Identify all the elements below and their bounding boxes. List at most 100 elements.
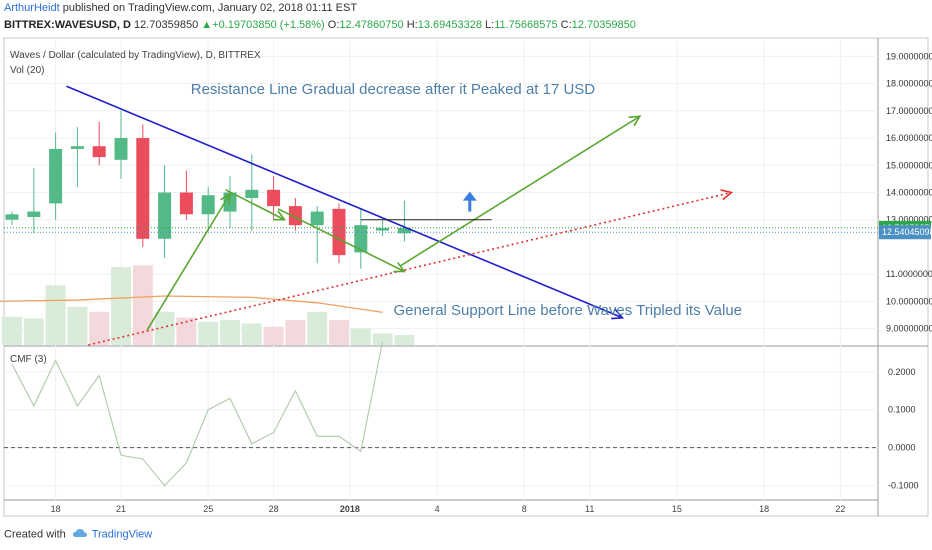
x-tick-label: 18 [759, 504, 769, 514]
symbol-label: BITTREX:WAVESUSD, D [4, 19, 131, 31]
x-tick-label: 4 [435, 504, 440, 514]
y-tick-label: 15.00000000 [886, 160, 932, 170]
volume-indicator-label: Vol (20) [10, 65, 44, 76]
candle-body [288, 206, 302, 226]
tradingview-chart[interactable]: 18 21 25 28 2018 4 8 11 15 18 22 19.00000000 18.0000… [0, 0, 932, 520]
candles [4, 110, 878, 269]
trend-line [399, 115, 641, 267]
candle-body [201, 195, 215, 215]
y-tick-label: 18.00000000 [886, 79, 932, 89]
cmf-line [11, 341, 384, 487]
tradingview-cloud-icon [72, 528, 87, 541]
y-tick-label: 11.00000000 [886, 269, 932, 279]
open-label: O: [327, 19, 340, 31]
candle-body [27, 211, 41, 218]
volume-bar [220, 320, 240, 345]
moving-average [0, 295, 383, 313]
candle-body [114, 138, 128, 160]
candle-body [92, 146, 106, 158]
volume-bar [89, 311, 110, 345]
volume-bar [154, 311, 175, 345]
trend-arrowhead [720, 189, 734, 201]
x-tick-label: 11 [585, 504, 594, 514]
cmf-indicator-label: CMF (3) [10, 354, 47, 365]
trend-line [146, 193, 231, 331]
candle-body [332, 208, 346, 256]
y-tick-label: 16.00000000 [886, 133, 932, 143]
price-badge-label: 12.54045098 [882, 227, 932, 237]
candle-body [245, 189, 259, 198]
y-tick-label: 14.00000000 [886, 188, 932, 198]
close-label: C: [560, 19, 572, 31]
trend-line [66, 85, 623, 319]
volume-bar [394, 335, 415, 345]
volume-bar [307, 311, 328, 345]
price-change: +0.19703850 (+1.58%) [212, 19, 325, 31]
low-value: 11.75668575 [494, 19, 558, 31]
volume-bar [329, 320, 349, 345]
candle-body [397, 227, 411, 234]
footer: Created with TradingView [4, 528, 152, 541]
volume-bar [198, 321, 219, 345]
x-tick-label: 22 [835, 504, 845, 514]
candle-body [5, 214, 19, 220]
volume-bar [372, 333, 393, 345]
support-annotation[interactable]: General Support Line before Waves Triple… [394, 302, 743, 319]
cmf-tick-label: 0.1000 [888, 405, 916, 415]
volume-bar [67, 306, 88, 345]
trend-arrowhead [220, 192, 231, 206]
author-link[interactable]: ArthurHeidt [4, 2, 60, 14]
volume-bar [45, 285, 66, 345]
open-value: 12.47860750 [339, 19, 404, 31]
tradingview-link[interactable]: TradingView [91, 528, 153, 541]
volume-bar [2, 316, 22, 345]
close-value: 12.70359850 [571, 19, 636, 31]
trend-line [277, 208, 405, 273]
drawings[interactable] [66, 85, 734, 346]
change-up-icon: ▲ [201, 19, 213, 31]
chart-frame [3, 37, 929, 517]
created-with-text: Created with [4, 528, 66, 541]
cmf-pane [4, 341, 878, 487]
resistance-annotation[interactable]: Resistance Line Gradual decrease after i… [191, 81, 596, 98]
last-price: 12.70359850 [133, 19, 199, 31]
candle-body [310, 211, 324, 226]
candle-body [267, 189, 281, 207]
volume-bar [23, 318, 44, 345]
x-tick-label: 2018 [340, 504, 360, 514]
y-tick-label: 19.00000000 [886, 51, 932, 61]
volume-bar [263, 326, 284, 345]
volume-ma-line [0, 295, 383, 313]
volume-bar [241, 323, 262, 345]
publish-line: ArthurHeidt published on TradingView.com… [4, 2, 357, 14]
axes: 18 21 25 28 2018 4 8 11 15 18 22 19.00000000 18.0000… [51, 51, 932, 514]
high-value: 13.69453328 [417, 19, 482, 31]
trend-arrowhead [611, 308, 625, 320]
y-tick-label: 9.00000000 [886, 324, 932, 334]
trend-line [225, 189, 285, 221]
trend-arrowhead [628, 115, 642, 127]
volume-bars [2, 265, 415, 345]
trend-line [88, 191, 732, 346]
y-tick-label: 17.00000000 [886, 106, 932, 116]
x-tick-label: 28 [269, 504, 279, 514]
volume-bar [350, 328, 371, 345]
low-label: L: [485, 19, 495, 31]
cmf-tick-label: 0.2000 [888, 367, 916, 377]
x-tick-label: 21 [116, 504, 126, 514]
y-tick-label: 13.00000000 [886, 215, 932, 225]
published-text: published on TradingView.com, January 02… [62, 2, 358, 14]
candle-body [376, 227, 390, 231]
volume-bar [132, 265, 153, 345]
candle-body [49, 148, 63, 204]
candle-body [179, 192, 193, 215]
volume-bar [176, 317, 197, 345]
high-label: H: [406, 19, 418, 31]
x-tick-label: 25 [203, 504, 213, 514]
candle-body [136, 138, 150, 239]
trend-arrowhead [273, 210, 287, 221]
cmf-tick-label: 0.0000 [888, 443, 916, 453]
x-tick-label: 15 [672, 504, 682, 514]
chart-labels: Waves / Dollar (calculated by TradingVie… [10, 50, 742, 365]
y-tick-label: 10.00000000 [886, 296, 932, 306]
